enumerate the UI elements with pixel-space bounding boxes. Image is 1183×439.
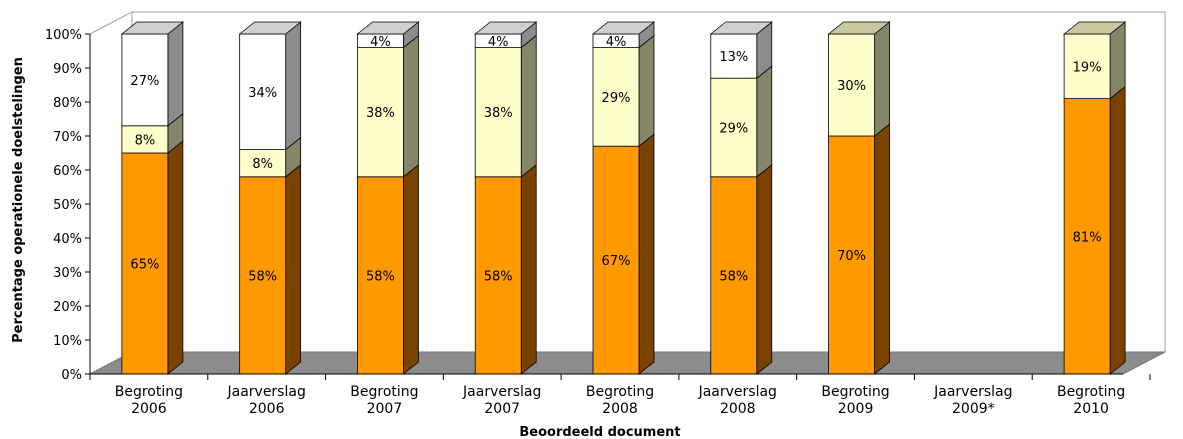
bar-segment [474,176,522,375]
bar-segment-side [167,21,184,127]
bar-segment-side [756,163,773,375]
bar-segment [1063,33,1111,99]
data-label: 58% [366,269,395,284]
bars: 65% 8% 27% 58% 8% 34% 58% 38% 4% 58% 38% 4% 67% 29% 4%… [120,21,1127,375]
bar-top [1062,21,1127,35]
bar-segment [592,145,640,375]
bar-top [591,21,656,35]
data-label: 70% [837,249,866,264]
x-tick-label: Begroting 2010 [1057,384,1125,417]
bar-segment [710,176,758,375]
data-label: 67% [602,254,631,269]
bar-segment [121,33,169,127]
bar-segment-side [285,163,302,375]
bar-segment-side [285,21,302,151]
bar-top [709,21,773,35]
data-label: 8% [252,157,273,172]
data-label: 29% [602,91,631,106]
y-tick-label: 10% [53,334,82,349]
x-tick-label: Begroting 2006 [115,384,183,417]
x-tick-label: Jaarverslag 2006 [226,384,305,417]
bar-segment-side [638,133,655,375]
bar-segment-side [756,65,773,178]
bar-stack: 81% 19% [1062,21,1127,375]
bar-stack: 58% 8% 34% [238,21,302,375]
data-label: 4% [488,35,509,50]
data-label: 4% [606,35,627,50]
data-label: 65% [130,258,159,273]
data-label: 8% [135,133,156,148]
data-label: 58% [484,269,513,284]
bar-stack: 67% 29% 4% [591,21,656,375]
data-label: 13% [719,50,748,65]
data-label: 29% [719,122,748,137]
bar-segment [474,47,522,178]
data-label: 30% [837,79,866,94]
y-tick-label: 40% [53,232,82,247]
bar-stack: 58% 38% 4% [474,21,538,375]
data-label: 34% [248,86,277,101]
bar-segment [357,47,404,178]
y-tick-label: 0% [61,368,82,383]
bar-segment-side [638,34,655,148]
bar-stack: 58% 38% 4% [356,21,420,375]
y-tick-label: 60% [53,164,82,179]
bar-stack: 58% 29% 13% [709,21,773,375]
x-tick-label: Begroting 2009 [821,384,889,417]
bar-segment [592,47,640,147]
x-tick-label: Jaarverslag 2009* [933,384,1012,417]
y-tick-label: 70% [53,130,82,145]
y-tick-label: 90% [53,62,82,77]
bar-stack: 65% 8% 27% [120,21,185,375]
bar-top [356,21,420,35]
data-label: 4% [370,35,391,50]
y-tick-label: 100% [45,28,82,43]
x-tick-label: Begroting 2008 [586,384,654,417]
bar-segment [121,152,169,375]
y-tick-label: 20% [53,300,82,315]
x-tick-label: Jaarverslag 2007 [462,384,541,417]
bar-top [827,21,891,35]
y-tick-label: 80% [53,96,82,111]
bar-segment-side [874,21,890,137]
bar-segment-side [1109,85,1126,375]
bar-segment-side [403,163,419,375]
bar-segment-side [874,123,890,375]
bar-segment-side [1109,21,1126,100]
data-label: 38% [484,106,513,121]
x-axis: Begroting 2006 Jaarverslag 2006 Begroting 200… [89,373,1151,417]
bar-segment-side [520,34,537,178]
x-tick-label: Jaarverslag 2008 [698,384,777,417]
x-axis-title: Beoordeeld document [519,425,680,439]
data-label: 58% [248,269,277,284]
data-label: 81% [1073,230,1102,245]
data-label: 27% [130,74,159,89]
bar-stack: 70% 30% [827,21,891,375]
bar-segment [1063,98,1111,375]
y-axis: 0% 10% 20% 30% 40% 50% 60% 70% 80% 90% 100% [45,28,91,383]
bar-top [120,21,185,35]
bar-segment-side [167,140,184,375]
data-label: 38% [366,106,395,121]
bar-segment-side [520,163,537,375]
bar-segment [357,176,404,375]
y-tick-label: 50% [53,198,82,213]
bar-top [474,21,538,35]
x-tick-label: Begroting 2007 [350,384,418,417]
y-axis-title: Percentage operationele doelstelingen [11,57,26,343]
data-label: 58% [719,269,748,284]
bar-top [238,21,302,35]
bar-segment [710,33,758,79]
data-label: 19% [1073,60,1102,75]
bar-segment-side [403,34,419,178]
bar-segment [239,33,287,150]
bar-segment [239,176,287,375]
y-tick-label: 30% [53,266,82,281]
bar-segment [239,149,287,178]
